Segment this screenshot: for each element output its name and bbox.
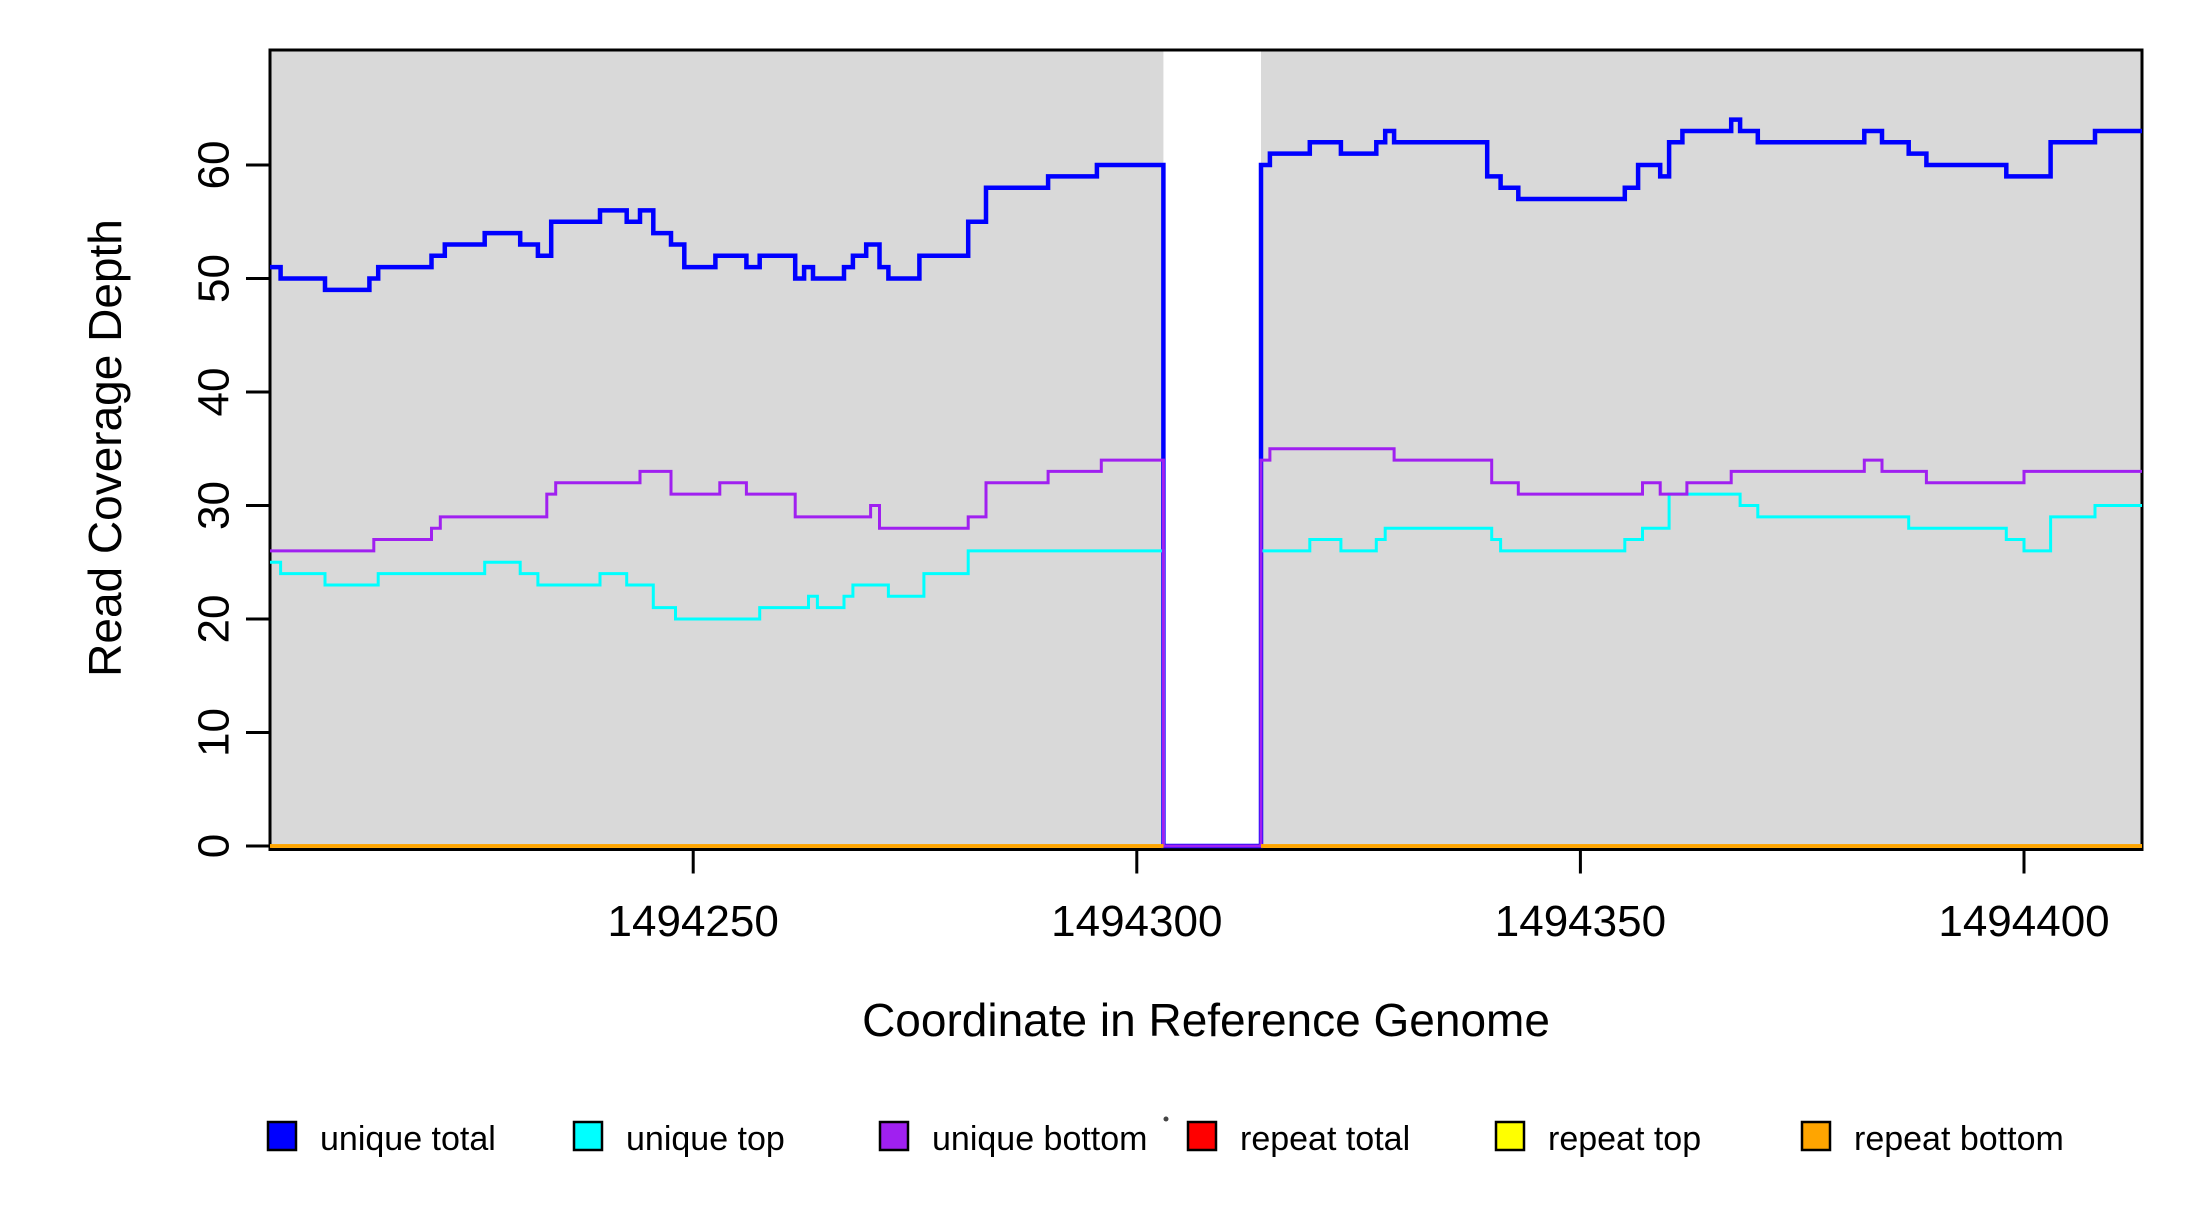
legend-swatch-repeat-total — [1186, 1120, 1218, 1152]
legend-swatch-unique-bottom — [878, 1120, 910, 1152]
legend-swatch-repeat-bottom — [1800, 1120, 1832, 1152]
x-tick-label: 1494400 — [1938, 897, 2109, 946]
series-path-unique-total — [270, 117, 2142, 849]
series-layer — [270, 117, 2142, 849]
series-path-unique-top — [270, 492, 2142, 848]
stray-dot — [1163, 1116, 1169, 1122]
x-tick-label: 1494250 — [608, 897, 779, 946]
y-axis-title: Read Coverage Depth — [79, 219, 131, 677]
legend-item: repeat bottom — [1800, 1120, 2064, 1158]
legend-label: repeat total — [1240, 1120, 1410, 1158]
x-axis-title: Coordinate in Reference Genome — [862, 994, 1550, 1046]
x-tick-label: 1494350 — [1495, 897, 1666, 946]
legend-label: unique top — [626, 1120, 785, 1158]
y-tick-label: 40 — [190, 368, 239, 417]
legend-label: repeat top — [1548, 1120, 1701, 1158]
y-tick-label: 0 — [190, 834, 239, 858]
y-tick-label: 10 — [190, 708, 239, 757]
y-tick-label: 30 — [190, 481, 239, 530]
legend-swatch-repeat-top — [1494, 1120, 1526, 1152]
y-tick-label: 20 — [190, 595, 239, 644]
legend-label: unique bottom — [932, 1120, 1148, 1158]
plot-box — [268, 48, 2144, 851]
plot-background-layer — [270, 51, 2142, 848]
legend-item: unique top — [572, 1120, 785, 1158]
legend-swatch-unique-total — [266, 1120, 298, 1152]
legend-item: repeat total — [1186, 1120, 1410, 1158]
legend-item: unique total — [266, 1120, 496, 1158]
y-tick-label: 50 — [190, 254, 239, 303]
legend-item: unique bottom — [878, 1120, 1148, 1158]
y-tick-label: 60 — [190, 141, 239, 190]
legend-swatch-unique-top — [572, 1120, 604, 1152]
covered-region-rect — [1261, 51, 2142, 848]
x-tick-label: 1494300 — [1051, 897, 1222, 946]
series-path-unique-bottom — [270, 447, 2142, 848]
legend: unique total unique top unique bottom repea… — [266, 1120, 2064, 1158]
legend-label: repeat bottom — [1854, 1120, 2064, 1158]
plot-box-layer — [268, 48, 2144, 851]
axis-tick-layer: 1494250 1494300 1494350 1494400 0 10 20 30 40 50 6… — [190, 141, 2110, 946]
legend-item: repeat top — [1494, 1120, 1701, 1158]
covered-region-rect — [270, 51, 1164, 848]
legend-label: unique total — [320, 1120, 496, 1158]
